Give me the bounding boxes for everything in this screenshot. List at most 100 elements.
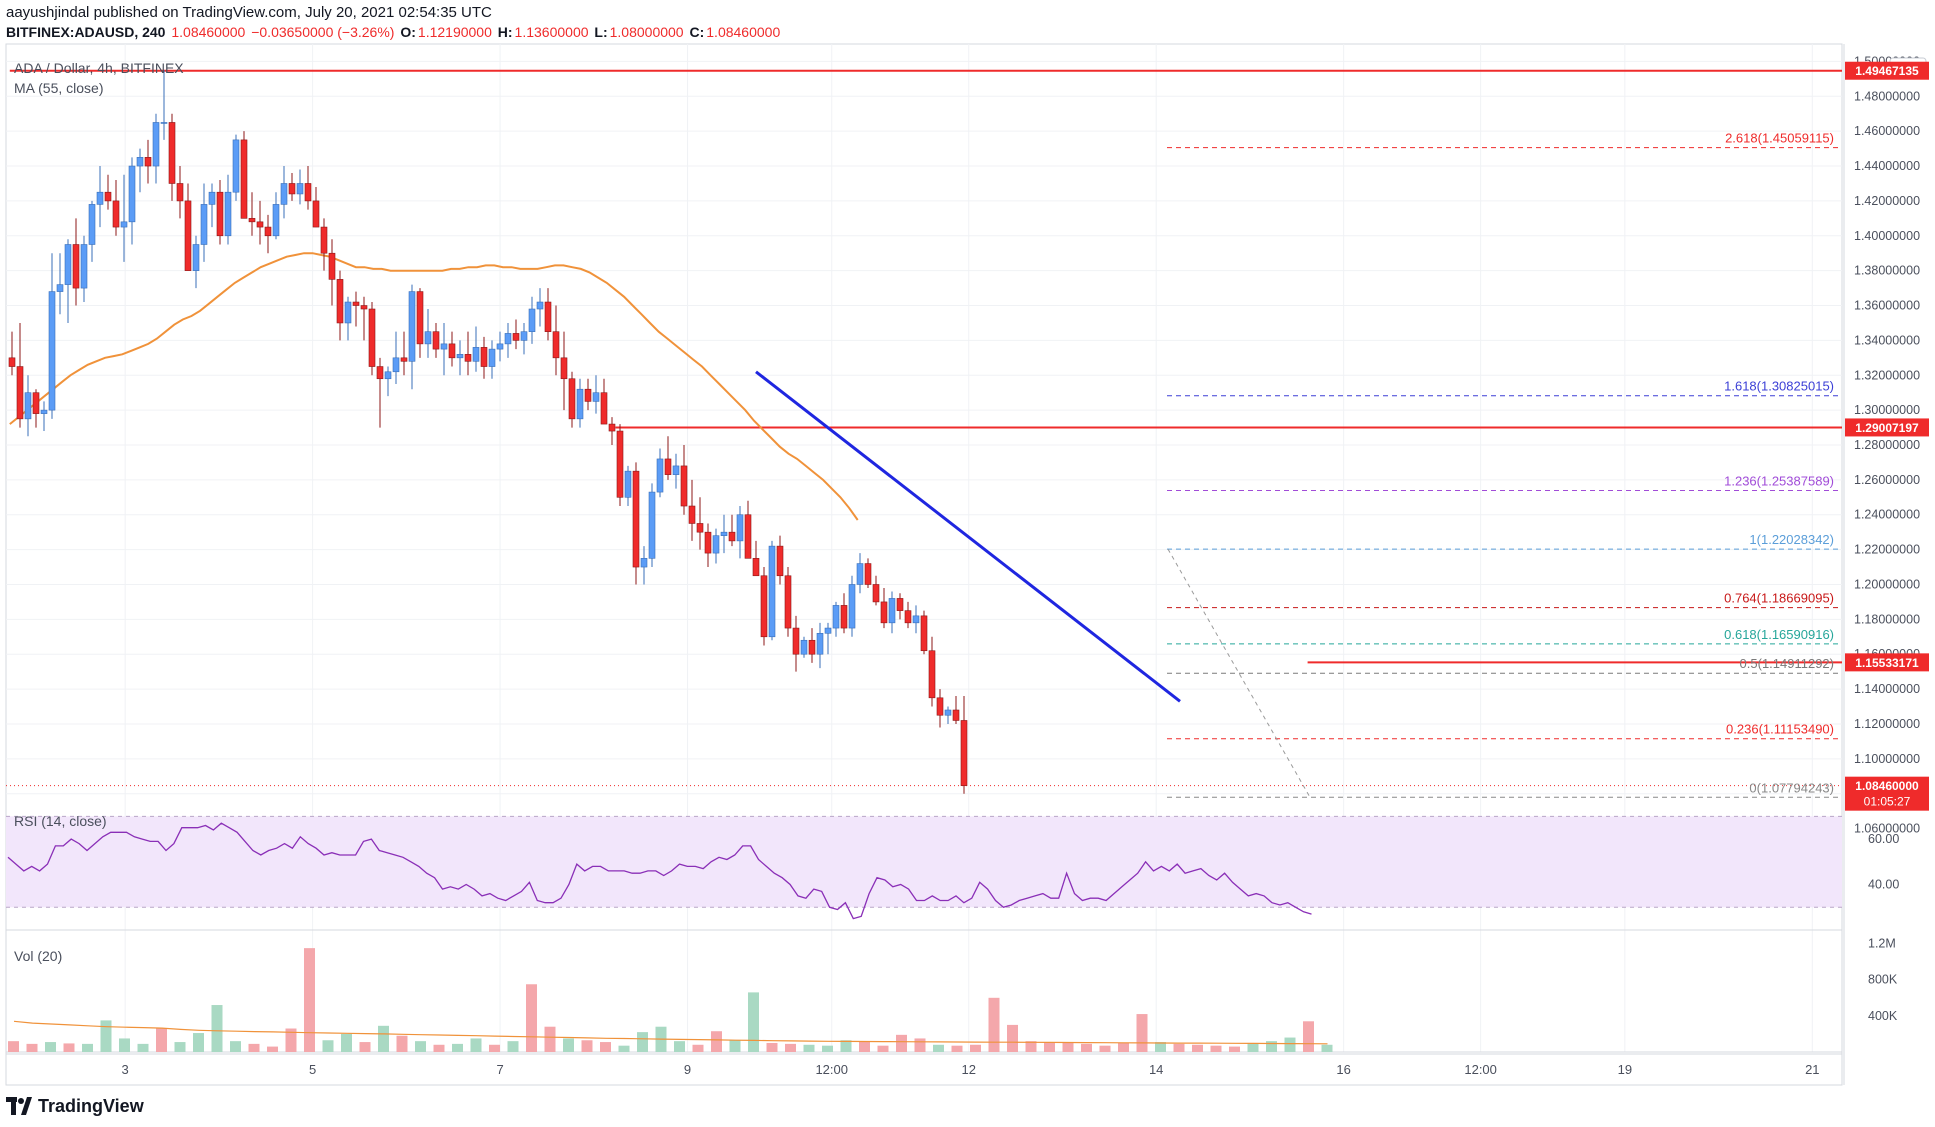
price-tick-label: 1.24000000 — [1854, 508, 1920, 522]
ma-legend[interactable]: MA (55, close) — [14, 80, 104, 96]
candle-down — [72, 244, 80, 289]
candle-up — [224, 191, 232, 237]
last-price-tag — [1845, 776, 1929, 811]
level-price-text: 1.15533171 — [1855, 656, 1919, 670]
candle-up — [384, 371, 392, 380]
volume-bar — [26, 1043, 38, 1052]
volume-bar — [211, 1005, 223, 1052]
symbol[interactable]: BITFINEX:ADAUSD, 240 — [6, 24, 166, 40]
volume-bar — [1025, 1041, 1037, 1052]
candle-down — [240, 139, 248, 219]
volume-tick-label: 800K — [1868, 973, 1898, 987]
candle-up — [440, 343, 448, 350]
candle-down — [288, 183, 296, 195]
candle-down — [872, 584, 880, 603]
candle-down — [8, 357, 16, 367]
candle-down — [328, 252, 336, 280]
candle-up — [944, 709, 952, 716]
candle-up — [536, 301, 544, 310]
candle-up — [24, 392, 32, 420]
high-label: H: — [497, 24, 513, 40]
volume-legend[interactable]: Vol (20) — [14, 948, 63, 964]
candle-up — [848, 584, 856, 629]
volume-ma-path — [13, 1020, 1328, 1045]
volume-bar — [1081, 1043, 1092, 1052]
candle-up — [736, 514, 744, 542]
candle-down — [784, 575, 792, 629]
candle-up — [296, 183, 304, 195]
price-tick-label: 1.20000000 — [1854, 577, 1920, 591]
candles[interactable] — [8, 70, 968, 794]
volume-bar — [748, 992, 759, 1052]
candle-down — [936, 697, 944, 716]
low-value: 1.08000000 — [609, 24, 684, 40]
time-tick-label: 12 — [961, 1062, 975, 1077]
candle-down — [360, 305, 368, 310]
candle-down — [808, 639, 816, 655]
candle-down — [144, 157, 152, 167]
candle-down — [256, 221, 264, 228]
time-tick-label: 5 — [309, 1062, 316, 1077]
price-tick-label: 1.34000000 — [1854, 333, 1920, 347]
symbol-line: BITFINEX:ADAUSD, 240 1.08460000 −0.03650… — [6, 24, 782, 40]
candle-up — [720, 531, 728, 536]
price-tick-label: 1.14000000 — [1854, 682, 1920, 696]
volume-bar — [8, 1041, 19, 1052]
fib-level-label: 0.236(1.11153490) — [1726, 722, 1834, 737]
candle-up — [496, 343, 504, 350]
candle-up — [768, 545, 776, 638]
candle-down — [904, 610, 912, 624]
price-tick-label: 1.46000000 — [1854, 124, 1920, 138]
close-value: 1.08460000 — [706, 24, 781, 40]
candle-down — [544, 301, 552, 332]
volume-bar — [507, 1041, 519, 1052]
price-tick-label: 1.06000000 — [1854, 822, 1920, 836]
volume-bar — [729, 1040, 741, 1052]
candle-up — [208, 191, 216, 205]
volume-bar — [1266, 1041, 1277, 1052]
candle-down — [304, 183, 312, 202]
open-label: O: — [400, 24, 416, 40]
tradingview-brand: TradingView — [38, 1095, 144, 1116]
author-name[interactable]: aayushjindal — [6, 4, 90, 21]
rsi-line — [7, 822, 1312, 920]
trendline[interactable] — [755, 370, 1181, 703]
fib-level-label: 0(1.07794243) — [1749, 780, 1834, 795]
volume-bar — [174, 1042, 186, 1052]
candle-down — [728, 531, 736, 542]
candle-down — [552, 331, 560, 359]
price-grid — [5, 43, 1843, 1086]
volume-bar — [785, 1043, 796, 1052]
volume-bar — [378, 1025, 389, 1052]
tradingview-logo[interactable]: TradingView — [6, 1093, 144, 1119]
volume-bars — [8, 948, 1333, 1052]
candle-down — [696, 523, 704, 533]
volume-bar — [248, 1043, 260, 1052]
candle-down — [352, 301, 360, 306]
horizontal-levels[interactable] — [6, 69, 1842, 787]
candle-up — [824, 627, 832, 634]
rsi-legend[interactable]: RSI (14, close) — [14, 813, 107, 829]
publisher-line: aayushjindal published on TradingView.co… — [6, 4, 492, 21]
candle-up — [624, 470, 632, 498]
volume-bar — [859, 1041, 870, 1052]
chart-title[interactable]: ADA / Dollar, 4h, BITFINEX — [14, 60, 184, 76]
volume-bar — [914, 1038, 926, 1052]
volume-bar — [988, 997, 1000, 1052]
volume-bar — [674, 1041, 685, 1052]
candle-up — [128, 165, 136, 223]
volume-bar — [470, 1038, 482, 1052]
volume-bar — [359, 1042, 371, 1052]
rsi-tick-label: 60.00 — [1868, 832, 1899, 846]
fibonacci-extension[interactable]: 2.618(1.45059115) 1.618(1.30825015) 1.236(… — [1167, 131, 1842, 798]
candle-down — [880, 601, 888, 624]
candle-up — [280, 183, 288, 205]
candle-down — [760, 575, 768, 638]
time-tick-label: 3 — [122, 1062, 129, 1077]
candle-down — [704, 531, 712, 554]
candle-up — [272, 204, 280, 237]
candle-up — [504, 333, 512, 345]
level-price-text: 1.49467135 — [1855, 64, 1919, 78]
candle-up — [88, 204, 96, 245]
